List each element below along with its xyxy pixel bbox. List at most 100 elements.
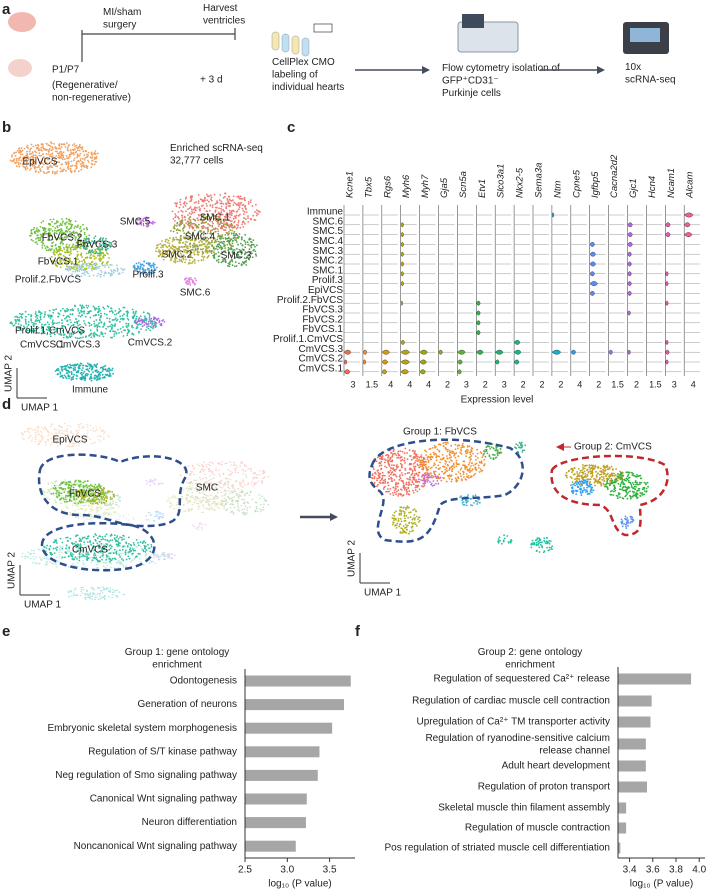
cell-point [103, 307, 106, 310]
cell-point [150, 561, 153, 563]
cell-point [249, 217, 252, 220]
cell-point [133, 557, 136, 560]
cell-point [96, 254, 99, 257]
cell-point [230, 490, 233, 492]
cell-point [239, 226, 242, 229]
cell-point [193, 479, 196, 482]
cell-point [206, 232, 209, 235]
cell-point [82, 559, 84, 562]
cell-point [34, 312, 37, 315]
cell-point [185, 234, 188, 237]
cell-point [143, 260, 146, 263]
cell-point [256, 510, 259, 512]
cell-point [62, 365, 64, 368]
cell-point [142, 564, 145, 566]
cell-point [211, 220, 214, 223]
cell-point [38, 556, 41, 558]
cell-point [147, 327, 150, 330]
cell-point [11, 154, 14, 157]
cell-point [117, 498, 120, 501]
cell-point [206, 249, 209, 252]
cell-point [52, 311, 55, 314]
cell-point [86, 306, 89, 309]
cell-point [30, 167, 32, 170]
violin [683, 212, 694, 218]
cell-point [99, 240, 102, 243]
cell-point [197, 505, 200, 507]
cell-point [217, 261, 220, 264]
cell-point [189, 501, 192, 503]
violin [665, 232, 671, 238]
cell-point [68, 238, 71, 241]
cell-point [210, 478, 213, 481]
cell-point [88, 512, 90, 515]
cell-point [119, 499, 121, 502]
cell-point [193, 251, 195, 253]
cell-point [245, 465, 248, 468]
violin [627, 349, 631, 355]
cell-point [222, 472, 225, 474]
cell-point [243, 493, 246, 495]
cell-point [33, 166, 36, 169]
cell-point [24, 168, 27, 171]
cell-point [77, 159, 79, 162]
gene-label: Scn5a [458, 171, 469, 198]
cell-point [79, 152, 82, 155]
cell-point [89, 316, 92, 319]
cell-point [142, 224, 145, 227]
cell-point [30, 549, 33, 552]
cell-point [157, 484, 160, 486]
cell-point [127, 331, 130, 334]
cell-point [80, 485, 83, 487]
cell-point [39, 161, 42, 163]
cell-point [229, 474, 232, 476]
cell-point [241, 237, 243, 239]
cell-point [132, 559, 135, 561]
cell-point [60, 502, 63, 504]
cell-point [126, 312, 129, 315]
cell-point [32, 555, 35, 558]
cell-point [54, 172, 56, 175]
cell-point [55, 165, 57, 168]
cell-point [222, 240, 225, 243]
cell-point [194, 219, 197, 222]
cell-point [110, 310, 113, 312]
violin [494, 359, 500, 365]
cell-point [54, 260, 56, 263]
cell-point [122, 335, 125, 337]
cell-point [122, 326, 124, 328]
cell-point [158, 249, 160, 251]
cell-point [16, 149, 19, 152]
cell-point [30, 155, 33, 158]
cell-point [98, 240, 100, 243]
cell-point [210, 216, 212, 219]
cell-point [155, 322, 158, 324]
cell-point [97, 252, 100, 255]
cell-point [102, 243, 105, 246]
cell-point [191, 196, 193, 199]
cell-point [237, 224, 240, 227]
cell-point [60, 146, 63, 149]
cell-point [65, 369, 68, 372]
cell-point [109, 263, 112, 266]
violin [400, 251, 404, 257]
cell-point [223, 245, 226, 247]
cell-point [66, 428, 69, 430]
cell-point [90, 251, 93, 253]
cell-point [87, 154, 89, 157]
cell-point [15, 320, 17, 323]
cell-point [53, 160, 56, 163]
cell-point [103, 431, 106, 433]
cell-point [91, 160, 93, 162]
cell-point [241, 468, 244, 471]
cell-point [174, 497, 176, 499]
cell-point [80, 309, 82, 312]
cell-point [145, 515, 148, 517]
cell-point [75, 261, 78, 263]
cell-point [31, 321, 33, 324]
cell-point [50, 228, 52, 231]
cell-point [201, 248, 204, 251]
cell-point [28, 427, 30, 430]
cell-point [91, 519, 93, 522]
cell-point [88, 234, 91, 237]
